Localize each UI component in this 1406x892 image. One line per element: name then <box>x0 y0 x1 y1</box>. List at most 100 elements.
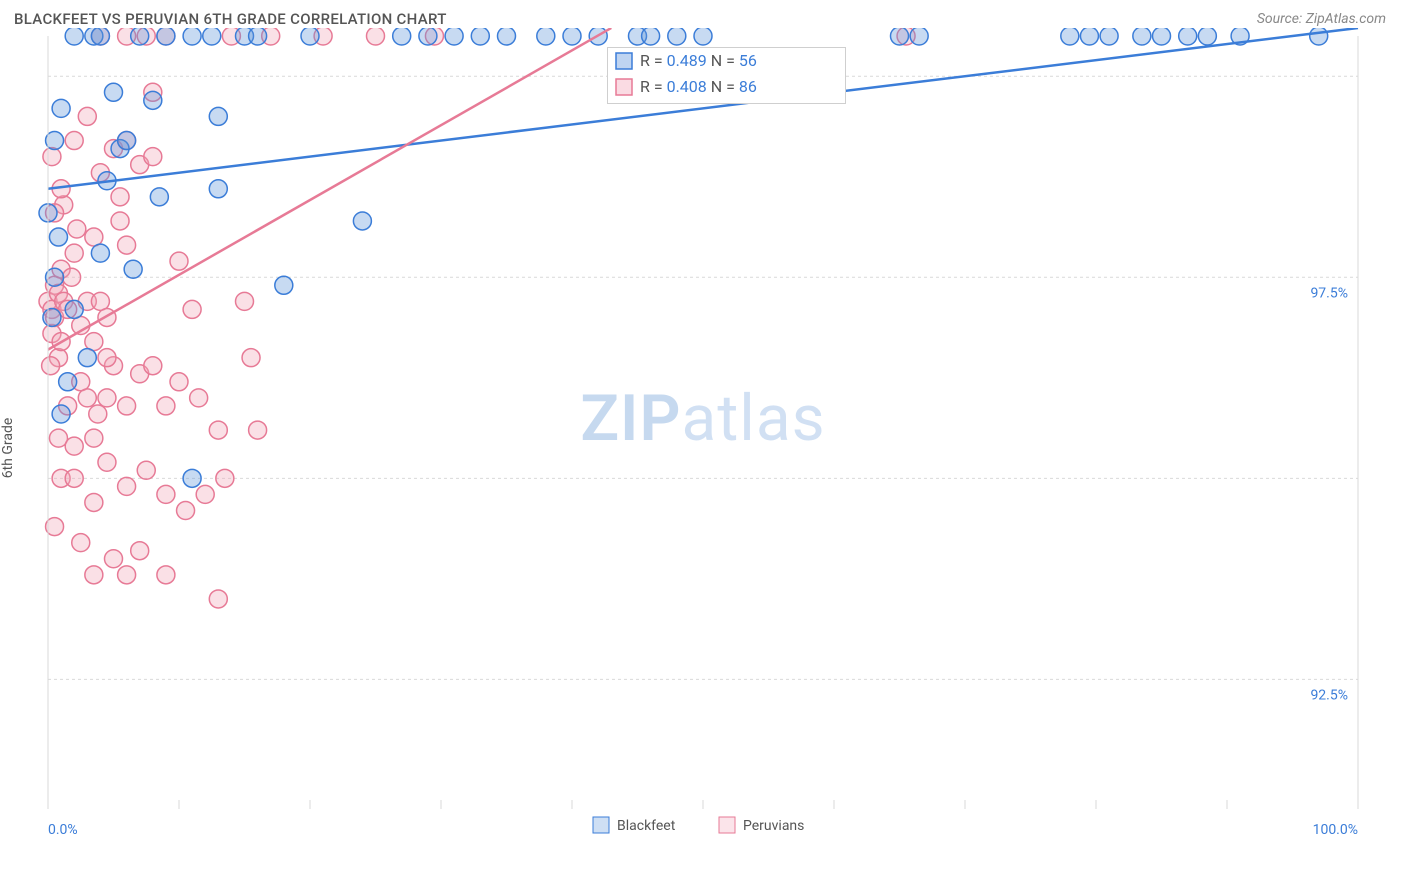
data-point <box>131 542 149 560</box>
data-point <box>563 28 581 45</box>
data-point <box>157 566 175 584</box>
data-point <box>78 107 96 125</box>
stats-swatch <box>616 53 632 69</box>
data-point <box>85 493 103 511</box>
data-point <box>52 99 70 117</box>
data-point <box>144 148 162 166</box>
data-point <box>419 28 437 45</box>
data-point <box>642 28 660 45</box>
data-point <box>72 534 90 552</box>
data-point <box>98 453 116 471</box>
data-point <box>118 566 136 584</box>
data-point <box>65 132 83 150</box>
data-point <box>85 228 103 246</box>
data-point <box>105 550 123 568</box>
data-point <box>137 461 155 479</box>
data-point <box>65 437 83 455</box>
data-point <box>118 236 136 254</box>
data-point <box>275 276 293 294</box>
legend-label: Blackfeet <box>617 818 676 834</box>
data-point <box>78 389 96 407</box>
data-point <box>236 292 254 310</box>
data-point <box>65 244 83 262</box>
data-point <box>105 83 123 101</box>
data-point <box>1061 28 1079 45</box>
legend-swatch <box>593 817 609 833</box>
data-point <box>183 469 201 487</box>
y-axis-label: 6th Grade <box>0 418 16 479</box>
data-point <box>85 429 103 447</box>
data-point <box>1310 28 1328 45</box>
data-point <box>190 389 208 407</box>
data-point <box>209 421 227 439</box>
data-point <box>65 28 83 45</box>
y-tick-label: 92.5% <box>1310 687 1348 703</box>
data-point <box>111 188 129 206</box>
data-point <box>59 373 77 391</box>
data-point <box>91 28 109 45</box>
data-point <box>471 28 489 45</box>
data-point <box>157 397 175 415</box>
data-point <box>157 485 175 503</box>
data-point <box>301 28 319 45</box>
data-point <box>144 357 162 375</box>
x-tick-label: 100.0% <box>1313 822 1358 838</box>
data-point <box>85 566 103 584</box>
data-point <box>203 28 221 45</box>
legend-label: Peruvians <box>743 818 804 834</box>
data-point <box>118 397 136 415</box>
data-point <box>209 590 227 608</box>
data-point <box>1080 28 1098 45</box>
data-point <box>78 349 96 367</box>
chart-header: BLACKFEET VS PERUVIAN 6TH GRADE CORRELAT… <box>0 0 1406 28</box>
data-point <box>49 228 67 246</box>
data-point <box>98 389 116 407</box>
data-point <box>91 244 109 262</box>
data-point <box>111 212 129 230</box>
data-point <box>353 212 371 230</box>
data-point <box>63 268 81 286</box>
data-point <box>668 28 686 45</box>
data-point <box>68 220 86 238</box>
data-point <box>43 308 61 326</box>
x-tick-label: 0.0% <box>48 822 78 838</box>
data-point <box>1100 28 1118 45</box>
data-point <box>694 28 712 45</box>
data-point <box>124 260 142 278</box>
data-point <box>118 477 136 495</box>
data-point <box>85 333 103 351</box>
stats-swatch <box>616 79 632 95</box>
data-point <box>177 501 195 519</box>
data-point <box>910 28 928 45</box>
data-point <box>209 180 227 198</box>
stats-row: R = 0.408 N = 86 <box>640 77 757 96</box>
data-point <box>209 107 227 125</box>
scatter-chart: 92.5% 97.5% 0.0% 100.0% ZIPatlas R = 0.489 N … <box>0 28 1406 868</box>
data-point <box>150 188 168 206</box>
data-point <box>52 405 70 423</box>
data-point <box>118 132 136 150</box>
data-point <box>1179 28 1197 45</box>
data-point <box>445 28 463 45</box>
data-point <box>183 28 201 45</box>
data-point <box>537 28 555 45</box>
data-point <box>183 300 201 318</box>
data-point <box>242 349 260 367</box>
data-point <box>91 292 109 310</box>
data-point <box>1133 28 1151 45</box>
y-tick-label: 97.5% <box>1310 285 1348 301</box>
data-point <box>65 300 83 318</box>
data-point <box>42 357 60 375</box>
data-point <box>249 28 267 45</box>
chart-title: BLACKFEET VS PERUVIAN 6TH GRADE CORRELAT… <box>14 10 447 28</box>
watermark: ZIPatlas <box>580 381 825 456</box>
chart-container: 6th Grade 92.5% 97.5% 0.0% 100.0% ZIPatlas R … <box>0 28 1406 868</box>
data-point <box>367 28 385 45</box>
data-point <box>891 28 909 45</box>
data-point <box>170 373 188 391</box>
data-point <box>43 148 61 166</box>
legend-swatch <box>719 817 735 833</box>
data-point <box>196 485 214 503</box>
data-point <box>1153 28 1171 45</box>
stats-row: R = 0.489 N = 56 <box>640 51 757 70</box>
